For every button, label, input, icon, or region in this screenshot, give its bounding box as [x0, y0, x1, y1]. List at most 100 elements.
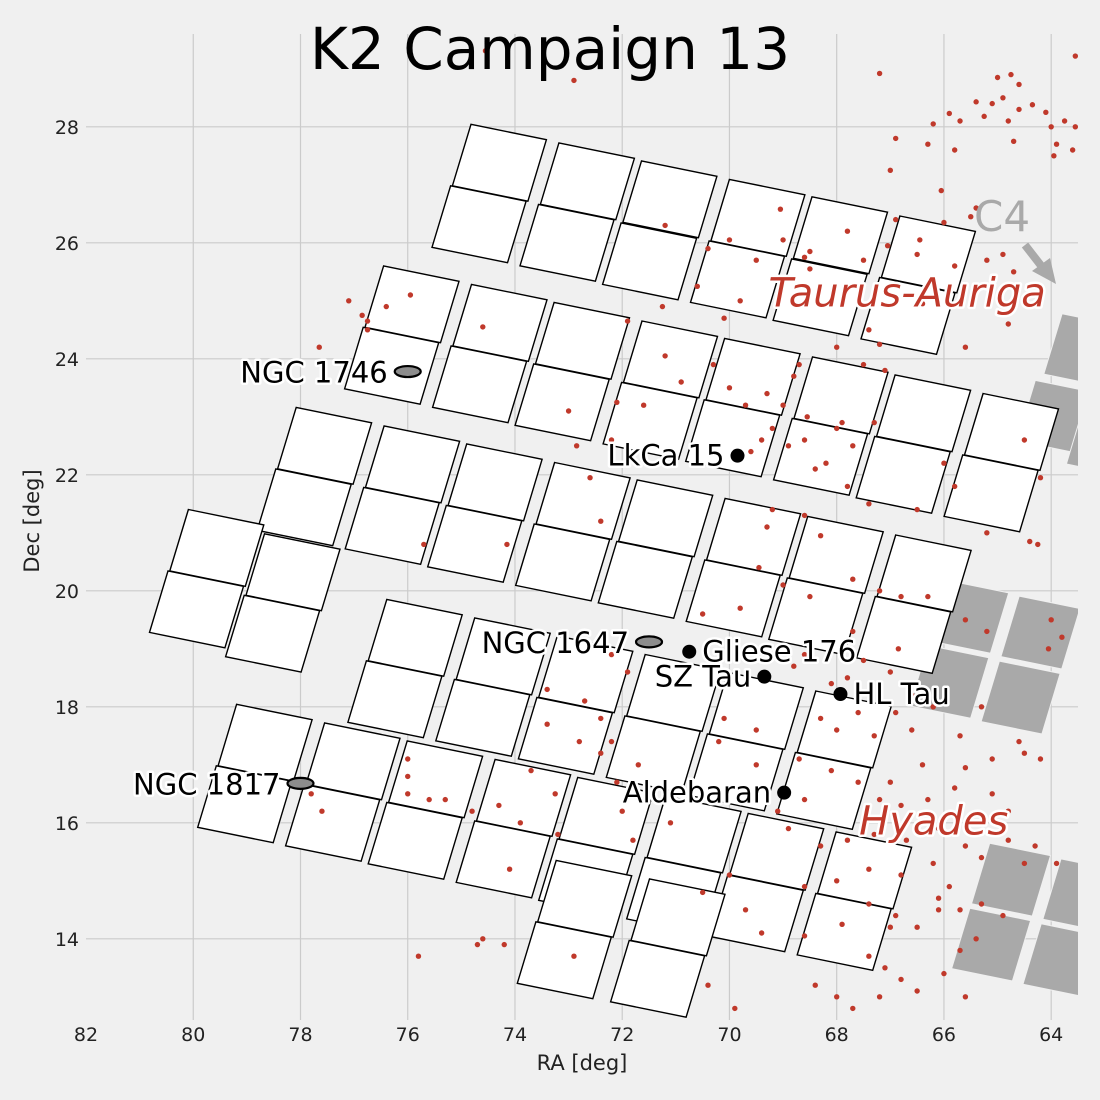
star-point: [855, 779, 861, 785]
star-point: [994, 74, 1001, 81]
star-point: [662, 353, 668, 359]
star-point: [635, 762, 642, 768]
star-point: [1032, 843, 1038, 849]
ccd-module: [343, 326, 440, 406]
y-tick-label: 20: [55, 581, 79, 603]
star-point: [1010, 138, 1017, 144]
x-tick-label: 76: [396, 1024, 420, 1046]
star-point: [909, 692, 915, 698]
star-point: [421, 541, 427, 548]
ccd-module: [943, 454, 1039, 533]
star-point: [941, 460, 947, 466]
y-tick-label: 22: [55, 465, 79, 487]
star-point: [892, 135, 899, 142]
object-label: HL Tau: [853, 677, 949, 711]
star-point: [887, 167, 894, 173]
star-point: [705, 982, 711, 988]
star-point: [501, 941, 507, 948]
star-point: [1000, 95, 1006, 101]
star-point: [844, 675, 851, 681]
star-point: [405, 791, 411, 797]
ccd-module: [684, 398, 781, 478]
star-point: [903, 837, 910, 843]
star-point: [817, 843, 824, 849]
star-point: [844, 483, 851, 490]
star-point: [598, 750, 604, 756]
ccd-module: [767, 577, 864, 656]
star-point: [914, 251, 920, 258]
star-point: [319, 808, 325, 814]
star-point: [884, 243, 891, 249]
star-point: [506, 866, 513, 872]
star-point: [726, 872, 733, 878]
ccd-module: [284, 783, 381, 863]
star-point: [925, 593, 931, 600]
star-point: [544, 686, 550, 693]
star-point: [659, 303, 666, 310]
ccd-module: [772, 258, 868, 337]
star-point: [552, 791, 558, 797]
star-point: [914, 924, 920, 930]
star-point: [957, 947, 963, 954]
star-point: [850, 1005, 856, 1012]
x-axis-label: RA [deg]: [537, 1051, 628, 1075]
star-point: [962, 765, 969, 771]
object-marker: [682, 644, 697, 659]
star-point: [981, 113, 987, 120]
cluster-marker: [393, 364, 422, 379]
object-label: Aldebaran: [623, 776, 771, 810]
star-point: [1021, 860, 1028, 867]
ccd-module: [875, 374, 972, 453]
star-point: [1035, 541, 1041, 548]
object-label: SZ Tau: [655, 660, 752, 694]
star-point: [876, 796, 883, 803]
ccd-module: [305, 722, 401, 801]
star-point: [796, 756, 802, 762]
ccd-module: [347, 659, 443, 739]
star-point: [1037, 475, 1044, 481]
y-tick-label: 18: [55, 697, 79, 719]
star-point: [1008, 71, 1014, 78]
star-point: [984, 257, 990, 263]
star-point: [978, 854, 985, 861]
ccd-module: [516, 920, 613, 1000]
ccd-module: [276, 406, 373, 486]
star-point: [1005, 321, 1011, 327]
ccd-module: [602, 381, 698, 461]
star-point: [619, 808, 625, 814]
star-point: [1072, 53, 1078, 59]
star-point: [1053, 860, 1060, 867]
star-point: [573, 443, 580, 449]
star-point: [407, 292, 414, 298]
star-point: [721, 715, 727, 722]
star-point: [364, 327, 371, 333]
star-point: [962, 617, 969, 623]
star-point: [860, 361, 867, 368]
star-point: [860, 257, 867, 263]
star-point: [764, 390, 770, 397]
c4-module: [1043, 313, 1078, 382]
ccd-module: [426, 504, 523, 584]
star-point: [887, 779, 894, 785]
ccd-module: [622, 160, 718, 239]
star-point: [426, 796, 432, 803]
star-point: [316, 344, 322, 350]
star-point: [930, 704, 936, 710]
star-point: [405, 756, 411, 762]
star-point: [807, 248, 813, 255]
c4-module: [950, 907, 1032, 982]
star-point: [882, 367, 888, 374]
star-point: [544, 721, 550, 727]
star-point: [775, 808, 781, 814]
star-point: [785, 443, 792, 449]
star-point: [914, 988, 920, 994]
star-point: [346, 298, 352, 304]
star-point: [517, 820, 524, 826]
star-point: [1037, 756, 1044, 762]
ccd-module: [344, 486, 441, 566]
star-point: [742, 907, 749, 913]
star-point: [919, 762, 926, 768]
chart-title: K2 Campaign 13: [310, 15, 790, 83]
star-point: [791, 663, 797, 669]
star-point: [817, 533, 824, 539]
